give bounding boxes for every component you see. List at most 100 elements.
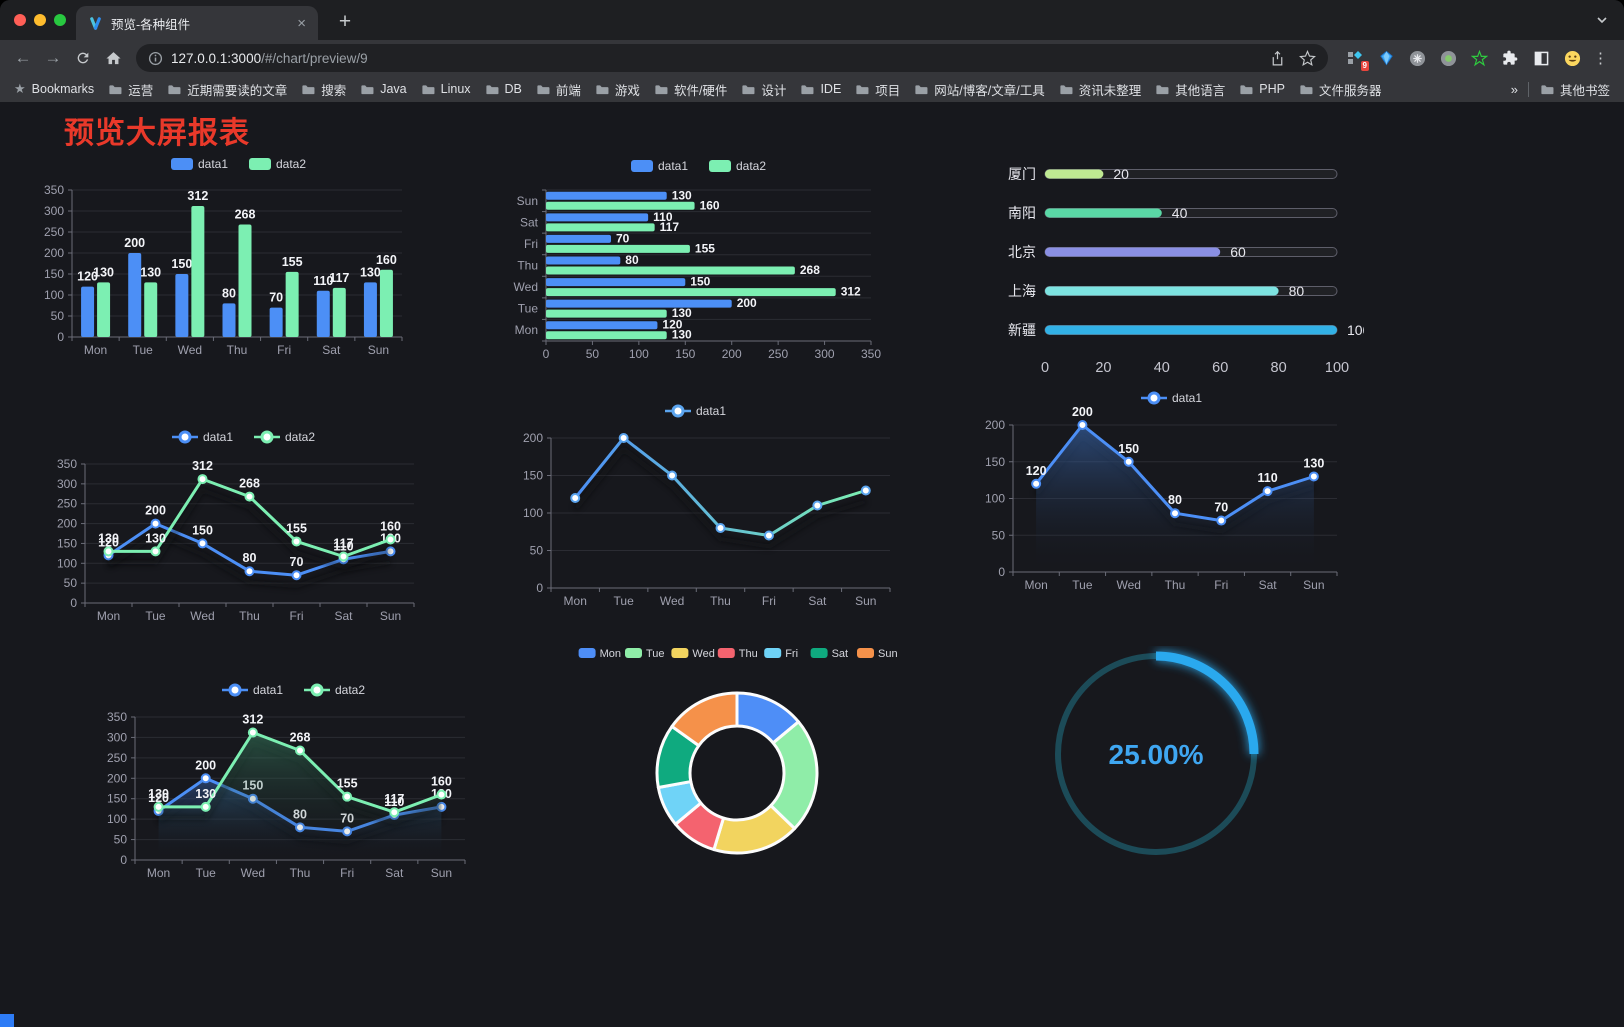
tab-strip: 预览-各种组件 × + xyxy=(0,0,1624,40)
svg-text:Sat: Sat xyxy=(832,648,849,660)
chart-line-gradient[interactable]: 0 50 100 150 200 Mon Tue Wed Thu Fri Sat Sun data1 xyxy=(492,398,898,616)
ext-settings-circle-icon[interactable] xyxy=(1408,49,1426,67)
svg-text:80: 80 xyxy=(1289,283,1305,299)
home-button[interactable] xyxy=(98,44,128,72)
chart-gauge-percent[interactable]: 25.00% xyxy=(1040,646,1272,868)
svg-text:0: 0 xyxy=(998,565,1005,579)
svg-text:Fri: Fri xyxy=(785,648,798,660)
svg-text:100: 100 xyxy=(107,812,127,826)
bookmark-folder-item[interactable]: Java xyxy=(359,82,407,96)
ext-blocker-icon[interactable]: 9 xyxy=(1346,49,1369,71)
svg-text:100: 100 xyxy=(57,556,77,570)
svg-text:155: 155 xyxy=(337,777,358,791)
svg-text:300: 300 xyxy=(107,730,127,744)
bookmark-folder-item[interactable]: PHP xyxy=(1238,82,1285,96)
browser-menu-button[interactable]: ⋮ xyxy=(1593,50,1608,67)
svg-text:Wed: Wed xyxy=(1116,578,1140,592)
other-bookmarks-item[interactable]: 其他书签 xyxy=(1539,80,1610,99)
chart-line-area[interactable]: 0 50 100 150 200 Mon Tue Wed Thu Fri Sat Sun 120 200 1… xyxy=(956,386,1360,600)
svg-text:data1: data1 xyxy=(198,157,228,171)
svg-text:Sun: Sun xyxy=(380,609,401,623)
site-info-icon[interactable] xyxy=(148,51,163,66)
back-button[interactable]: ← xyxy=(14,48,32,67)
ext-recorder-circle-icon[interactable] xyxy=(1439,49,1457,67)
bookmark-star-icon[interactable] xyxy=(1299,49,1316,67)
ext-emoji-icon[interactable] xyxy=(1563,49,1581,67)
chart-progress-bars[interactable]: 厦门 20 南阳 40 北京 60 上海 80 新疆 100 0 20 40 60 80 100 xyxy=(988,150,1371,388)
new-tab-button[interactable]: + xyxy=(338,10,352,33)
bookmark-folder-item[interactable]: 前端 xyxy=(535,80,581,99)
url-path: /#/chart/preview/9 xyxy=(261,50,368,66)
svg-text:150: 150 xyxy=(192,523,213,537)
bookmark-folder-item[interactable]: 游戏 xyxy=(594,80,640,99)
bookmarks-overflow-chevron[interactable]: » xyxy=(1510,81,1518,97)
bookmark-folder-item[interactable]: 设计 xyxy=(740,80,786,99)
svg-text:150: 150 xyxy=(985,455,1005,469)
svg-text:Sat: Sat xyxy=(1259,578,1278,592)
chart-donut-pie[interactable]: Mon Tue Wed Thu Fri Sat Sun xyxy=(556,636,918,892)
svg-text:20: 20 xyxy=(1113,166,1129,182)
window-minimize-button[interactable] xyxy=(34,14,46,26)
browser-tab[interactable]: 预览-各种组件 × xyxy=(76,6,318,40)
svg-text:Sun: Sun xyxy=(878,648,898,660)
chart-horizontal-bar[interactable]: 0 50 100 150 200 250 300 350 Sun 130 160 Sat 110 117 F… xyxy=(504,152,896,368)
bookmark-folder-item[interactable]: 软件/硬件 xyxy=(653,80,727,99)
svg-text:50: 50 xyxy=(586,347,600,361)
bookmark-folder-item[interactable]: 项目 xyxy=(854,80,900,99)
tab-close-icon[interactable]: × xyxy=(297,14,306,32)
svg-text:Thu: Thu xyxy=(227,343,248,357)
bookmarks-bar: ★ Bookmarks 运营 近期需要读的文章 搜索 Java Linux DB 前端 游戏 软… xyxy=(0,76,1624,102)
bookmark-folder-item[interactable]: 近期需要读的文章 xyxy=(166,80,287,99)
tab-search-chevron-icon[interactable] xyxy=(1596,13,1608,31)
bookmark-folder-item[interactable]: 网站/博客/文章/工具 xyxy=(913,80,1045,99)
svg-text:Thu: Thu xyxy=(239,609,260,623)
svg-text:100: 100 xyxy=(1325,360,1349,376)
bookmarks-manager-item[interactable]: ★ Bookmarks xyxy=(14,81,94,97)
svg-text:0: 0 xyxy=(70,596,77,610)
chart-grouped-bar[interactable]: 0 50 100 150 200 250 300 350 Mon Tue Wed Thu Fri Sat S… xyxy=(40,150,460,364)
svg-text:200: 200 xyxy=(985,418,1005,432)
svg-text:Fri: Fri xyxy=(1214,578,1228,592)
svg-text:50: 50 xyxy=(114,833,128,847)
extensions-puzzle-icon[interactable] xyxy=(1501,49,1519,67)
svg-text:Mon: Mon xyxy=(147,866,170,880)
extension-icons: 9 xyxy=(1336,49,1591,71)
svg-text:150: 150 xyxy=(690,275,710,289)
svg-text:268: 268 xyxy=(239,477,260,491)
svg-text:155: 155 xyxy=(282,255,303,269)
bookmark-folder-item[interactable]: IDE xyxy=(799,82,841,96)
window-zoom-button[interactable] xyxy=(54,14,66,26)
url-bar[interactable]: 127.0.0.1:3000/#/chart/preview/9 xyxy=(136,44,1328,72)
forward-button[interactable]: → xyxy=(44,48,62,67)
bookmark-folder-item[interactable]: 文件服务器 xyxy=(1298,80,1381,99)
svg-text:200: 200 xyxy=(722,347,742,361)
chart-line-two-series[interactable]: 0 50 100 150 200 250 300 350 Mon Tue Wed Thu Fri Sat S… xyxy=(40,424,460,640)
reload-button[interactable] xyxy=(68,44,98,72)
svg-text:40: 40 xyxy=(1172,205,1188,221)
svg-text:Sun: Sun xyxy=(368,343,389,357)
bookmark-folder-item[interactable]: DB xyxy=(484,82,522,96)
window-close-button[interactable] xyxy=(14,14,26,26)
ext-darkmode-icon[interactable] xyxy=(1532,49,1550,67)
chart-line-area-two[interactable]: 0 50 100 150 200 250 300 350 Mon Tue Wed Thu Fri Sat S… xyxy=(94,676,486,892)
bookmark-folder-item[interactable]: Linux xyxy=(420,82,471,96)
bookmark-folder-item[interactable]: 搜索 xyxy=(300,80,346,99)
bookmark-folder-label: Java xyxy=(380,82,407,96)
svg-text:Fri: Fri xyxy=(762,594,776,608)
svg-text:Sat: Sat xyxy=(385,866,404,880)
bookmark-folder-item[interactable]: 资讯未整理 xyxy=(1058,80,1141,99)
bookmark-folder-item[interactable]: 运营 xyxy=(107,80,153,99)
ext-gem-icon[interactable] xyxy=(1377,49,1395,67)
bookmark-folder-label: 近期需要读的文章 xyxy=(187,83,288,98)
ext-green-star-icon[interactable] xyxy=(1470,49,1488,67)
svg-text:120: 120 xyxy=(98,535,119,549)
chart-canvas: 厦门 20 南阳 40 北京 60 上海 80 新疆 100 0 20 40 60 80 100 xyxy=(1008,166,1371,376)
svg-text:Thu: Thu xyxy=(290,866,311,880)
svg-text:0: 0 xyxy=(120,853,127,867)
folder-icon xyxy=(302,84,315,94)
bookmark-folder-item[interactable]: 其他语言 xyxy=(1154,80,1225,99)
folder-icon xyxy=(109,84,122,94)
svg-text:Wed: Wed xyxy=(660,594,684,608)
svg-text:40: 40 xyxy=(1154,360,1170,376)
share-icon[interactable] xyxy=(1270,50,1285,67)
